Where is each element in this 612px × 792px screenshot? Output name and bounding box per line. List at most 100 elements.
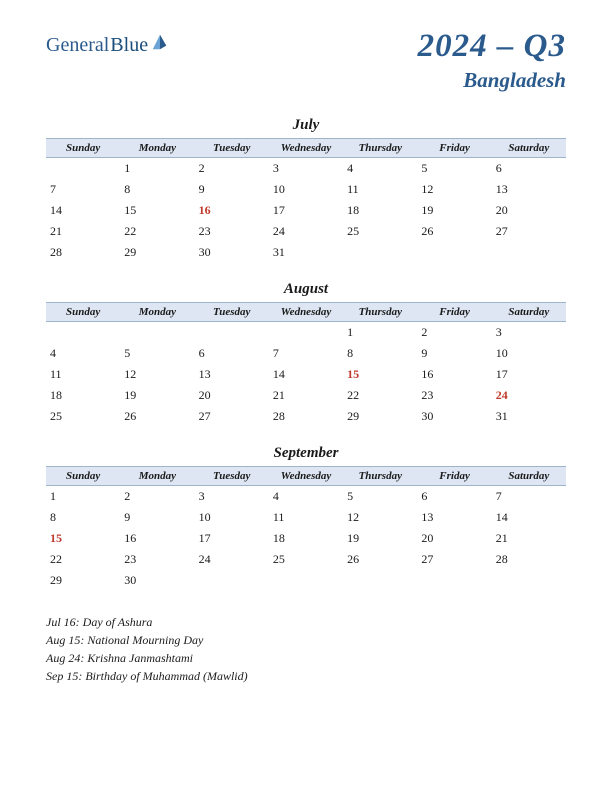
- calendar-cell: 20: [492, 200, 566, 221]
- calendar-cell: 23: [120, 549, 194, 570]
- calendar-row: 25262728293031: [46, 406, 566, 427]
- calendar-cell: 30: [417, 406, 491, 427]
- calendar-cell: [195, 570, 269, 591]
- calendar-cell: 9: [417, 343, 491, 364]
- calendar-cell: 2: [417, 322, 491, 344]
- calendar-cell: 29: [46, 570, 120, 591]
- calendar-cell: 18: [46, 385, 120, 406]
- calendar-cell: 17: [492, 364, 566, 385]
- calendar-cell: 14: [269, 364, 343, 385]
- weekday-header: Saturday: [492, 139, 566, 158]
- page-subtitle: Bangladesh: [418, 68, 566, 93]
- calendar-cell: 17: [195, 528, 269, 549]
- calendar-cell: 28: [492, 549, 566, 570]
- calendar-cell: 25: [343, 221, 417, 242]
- calendar-row: 123: [46, 322, 566, 344]
- calendar-cell: 24: [195, 549, 269, 570]
- weekday-header: Friday: [417, 467, 491, 486]
- title-block: 2024 – Q3 Bangladesh: [418, 28, 566, 93]
- calendar-cell: [195, 322, 269, 344]
- calendar-cell: [492, 570, 566, 591]
- calendar-cell: 7: [492, 486, 566, 508]
- calendar-cell: 25: [46, 406, 120, 427]
- calendar-cell: 4: [46, 343, 120, 364]
- calendar-cell: 30: [120, 570, 194, 591]
- holiday-entry: Aug 24: Krishna Janmashtami: [46, 649, 566, 667]
- calendar-cell: 3: [269, 158, 343, 180]
- calendar-cell: 27: [417, 549, 491, 570]
- calendar-cell: [46, 158, 120, 180]
- calendar-cell: 24: [492, 385, 566, 406]
- calendar-cell: 20: [417, 528, 491, 549]
- calendar-cell: 22: [343, 385, 417, 406]
- calendar-cell: 10: [269, 179, 343, 200]
- weekday-header: Sunday: [46, 139, 120, 158]
- month-name: August: [46, 281, 566, 298]
- calendar-row: 45678910: [46, 343, 566, 364]
- calendar-cell: 8: [120, 179, 194, 200]
- calendar-cell: [269, 322, 343, 344]
- weekday-header: Sunday: [46, 467, 120, 486]
- logo-sail-icon: [151, 33, 169, 51]
- calendar-cell: 12: [343, 507, 417, 528]
- calendar-cell: 19: [417, 200, 491, 221]
- month-name: July: [46, 117, 566, 134]
- calendar-cell: 3: [195, 486, 269, 508]
- calendar-cell: 1: [46, 486, 120, 508]
- calendar-cell: 19: [120, 385, 194, 406]
- calendar-cell: 6: [492, 158, 566, 180]
- calendar-cell: 21: [46, 221, 120, 242]
- calendar-cell: 21: [269, 385, 343, 406]
- header: General Blue 2024 – Q3 Bangladesh: [46, 28, 566, 93]
- calendar-row: 22232425262728: [46, 549, 566, 570]
- calendar-cell: [492, 242, 566, 263]
- calendar-row: 2930: [46, 570, 566, 591]
- weekday-header: Sunday: [46, 303, 120, 322]
- weekday-header: Tuesday: [195, 303, 269, 322]
- calendar-cell: 16: [195, 200, 269, 221]
- calendar-cell: 11: [46, 364, 120, 385]
- calendar-cell: 18: [269, 528, 343, 549]
- calendar-cell: 12: [417, 179, 491, 200]
- month-name: September: [46, 445, 566, 462]
- calendar-cell: 17: [269, 200, 343, 221]
- calendar-cell: 31: [492, 406, 566, 427]
- weekday-header: Tuesday: [195, 467, 269, 486]
- calendar-cell: 13: [417, 507, 491, 528]
- weekday-header: Saturday: [492, 303, 566, 322]
- calendar-cell: 10: [492, 343, 566, 364]
- calendar-cell: 5: [120, 343, 194, 364]
- calendar-cell: 2: [195, 158, 269, 180]
- holiday-entry: Jul 16: Day of Ashura: [46, 613, 566, 631]
- calendar-cell: 16: [120, 528, 194, 549]
- weekday-header: Thursday: [343, 139, 417, 158]
- calendar-row: 14151617181920: [46, 200, 566, 221]
- calendar-cell: 15: [46, 528, 120, 549]
- calendar-cell: [120, 322, 194, 344]
- calendar-cell: 29: [343, 406, 417, 427]
- calendar-cell: 31: [269, 242, 343, 263]
- calendar-cell: [46, 322, 120, 344]
- weekday-header: Wednesday: [269, 303, 343, 322]
- calendar-cell: [417, 242, 491, 263]
- calendar-cell: 4: [269, 486, 343, 508]
- calendar-table: SundayMondayTuesdayWednesdayThursdayFrid…: [46, 466, 566, 591]
- calendar-cell: 5: [343, 486, 417, 508]
- calendar-cell: 22: [120, 221, 194, 242]
- calendar-cell: 5: [417, 158, 491, 180]
- calendar-cell: 9: [195, 179, 269, 200]
- logo: General Blue: [46, 34, 169, 57]
- calendar-cell: 28: [269, 406, 343, 427]
- calendar-cell: 6: [195, 343, 269, 364]
- calendar-cell: 13: [195, 364, 269, 385]
- logo-text-general: General: [46, 34, 109, 57]
- calendar-cell: 15: [343, 364, 417, 385]
- calendar-cell: 8: [46, 507, 120, 528]
- calendar-cell: 27: [492, 221, 566, 242]
- calendar-cell: 3: [492, 322, 566, 344]
- weekday-header: Monday: [120, 467, 194, 486]
- calendar-cell: [417, 570, 491, 591]
- calendar-cell: 23: [417, 385, 491, 406]
- calendar-cell: [269, 570, 343, 591]
- weekday-header: Wednesday: [269, 139, 343, 158]
